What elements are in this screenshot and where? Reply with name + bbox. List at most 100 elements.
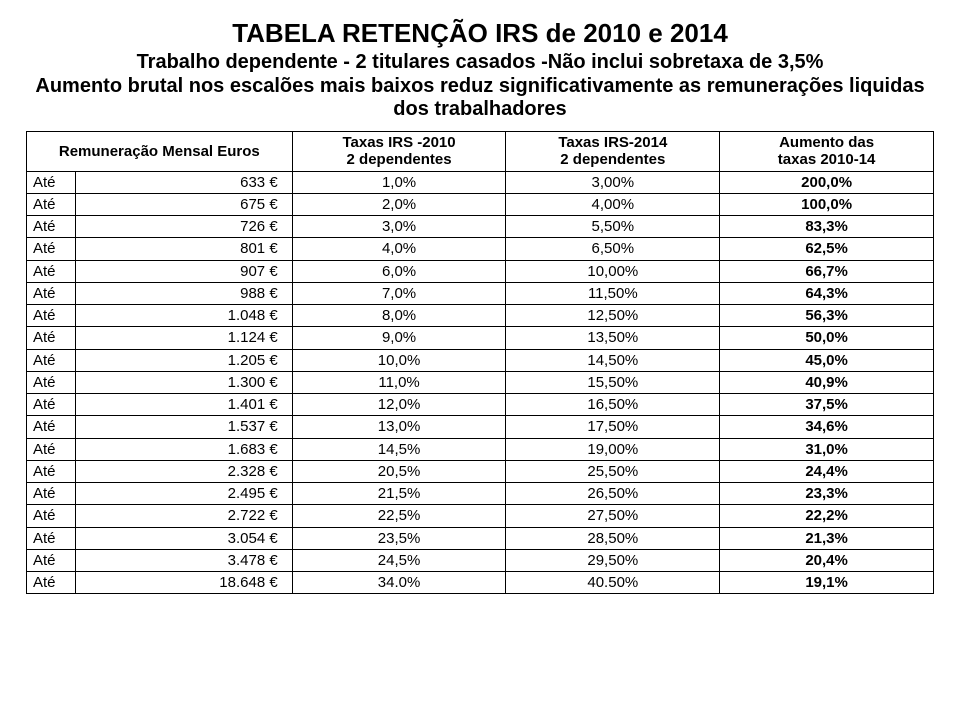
row-increase: 200,0%	[720, 171, 934, 193]
table-row: Até1.401 €12,0%16,50%37,5%	[27, 394, 934, 416]
table-row: Até1.537 €13,0%17,50%34,6%	[27, 416, 934, 438]
row-increase: 83,3%	[720, 216, 934, 238]
row-tax-2010: 12,0%	[292, 394, 506, 416]
col-taxas-2014: Taxas IRS-2014 2 dependentes	[506, 132, 720, 172]
row-amount: 1.205 €	[75, 349, 292, 371]
col-taxas-2010-line1: Taxas IRS -2010	[342, 134, 455, 151]
row-tax-2014: 4,00%	[506, 193, 720, 215]
table-row: Até1.683 €14,5%19,00%31,0%	[27, 438, 934, 460]
row-tax-2010: 20,5%	[292, 460, 506, 482]
col-taxas-2014-line1: Taxas IRS-2014	[558, 134, 667, 151]
page-title: TABELA RETENÇÃO IRS de 2010 e 2014	[26, 18, 934, 49]
row-increase: 64,3%	[720, 282, 934, 304]
row-label: Até	[27, 416, 76, 438]
row-increase: 66,7%	[720, 260, 934, 282]
row-increase: 34,6%	[720, 416, 934, 438]
table-row: Até2.722 €22,5%27,50%22,2%	[27, 505, 934, 527]
row-increase: 24,4%	[720, 460, 934, 482]
row-label: Até	[27, 216, 76, 238]
table-row: Até18.648 €34.0%40.50%19,1%	[27, 572, 934, 594]
row-increase: 31,0%	[720, 438, 934, 460]
row-tax-2014: 28,50%	[506, 527, 720, 549]
row-tax-2010: 34.0%	[292, 572, 506, 594]
row-tax-2014: 5,50%	[506, 216, 720, 238]
row-tax-2010: 22,5%	[292, 505, 506, 527]
row-tax-2010: 2,0%	[292, 193, 506, 215]
row-amount: 3.478 €	[75, 549, 292, 571]
subtitle-1: Trabalho dependente - 2 titulares casado…	[26, 51, 934, 74]
row-amount: 1.401 €	[75, 394, 292, 416]
row-amount: 2.722 €	[75, 505, 292, 527]
table-row: Até988 €7,0%11,50%64,3%	[27, 282, 934, 304]
row-label: Até	[27, 349, 76, 371]
table-row: Até907 €6,0%10,00%66,7%	[27, 260, 934, 282]
row-tax-2014: 16,50%	[506, 394, 720, 416]
row-label: Até	[27, 238, 76, 260]
row-label: Até	[27, 527, 76, 549]
row-amount: 633 €	[75, 171, 292, 193]
row-tax-2014: 3,00%	[506, 171, 720, 193]
row-amount: 2.328 €	[75, 460, 292, 482]
subtitle-2: Aumento brutal nos escalões mais baixos …	[26, 75, 934, 121]
row-amount: 726 €	[75, 216, 292, 238]
row-increase: 62,5%	[720, 238, 934, 260]
row-amount: 675 €	[75, 193, 292, 215]
row-tax-2014: 26,50%	[506, 483, 720, 505]
row-label: Até	[27, 394, 76, 416]
row-label: Até	[27, 260, 76, 282]
table-row: Até1.300 €11,0%15,50%40,9%	[27, 371, 934, 393]
row-tax-2010: 6,0%	[292, 260, 506, 282]
row-amount: 907 €	[75, 260, 292, 282]
row-increase: 23,3%	[720, 483, 934, 505]
table-row: Até1.048 €8,0%12,50%56,3%	[27, 305, 934, 327]
row-tax-2014: 10,00%	[506, 260, 720, 282]
table-header-row: Remuneração Mensal Euros Taxas IRS -2010…	[27, 132, 934, 172]
row-tax-2010: 3,0%	[292, 216, 506, 238]
row-tax-2010: 24,5%	[292, 549, 506, 571]
row-amount: 988 €	[75, 282, 292, 304]
row-tax-2014: 6,50%	[506, 238, 720, 260]
irs-table: Remuneração Mensal Euros Taxas IRS -2010…	[26, 131, 934, 594]
col-taxas-2014-line2: 2 dependentes	[560, 151, 665, 168]
table-row: Até3.054 €23,5%28,50%21,3%	[27, 527, 934, 549]
table-row: Até2.495 €21,5%26,50%23,3%	[27, 483, 934, 505]
row-tax-2014: 17,50%	[506, 416, 720, 438]
row-label: Até	[27, 438, 76, 460]
table-row: Até801 €4,0%6,50%62,5%	[27, 238, 934, 260]
row-tax-2010: 11,0%	[292, 371, 506, 393]
row-label: Até	[27, 171, 76, 193]
row-increase: 21,3%	[720, 527, 934, 549]
row-amount: 3.054 €	[75, 527, 292, 549]
table-row: Até1.205 €10,0%14,50%45,0%	[27, 349, 934, 371]
row-increase: 19,1%	[720, 572, 934, 594]
col-aumento-line2: taxas 2010-14	[778, 151, 876, 168]
row-tax-2010: 7,0%	[292, 282, 506, 304]
table-body: Até633 €1,0%3,00%200,0%Até675 €2,0%4,00%…	[27, 171, 934, 594]
row-tax-2014: 15,50%	[506, 371, 720, 393]
col-taxas-2010: Taxas IRS -2010 2 dependentes	[292, 132, 506, 172]
row-tax-2010: 14,5%	[292, 438, 506, 460]
row-label: Até	[27, 371, 76, 393]
row-increase: 56,3%	[720, 305, 934, 327]
row-amount: 18.648 €	[75, 572, 292, 594]
row-increase: 37,5%	[720, 394, 934, 416]
row-label: Até	[27, 572, 76, 594]
col-taxas-2010-line2: 2 dependentes	[347, 151, 452, 168]
col-remuneracao: Remuneração Mensal Euros	[27, 132, 293, 172]
row-tax-2014: 11,50%	[506, 282, 720, 304]
row-increase: 40,9%	[720, 371, 934, 393]
row-tax-2010: 10,0%	[292, 349, 506, 371]
row-increase: 100,0%	[720, 193, 934, 215]
row-amount: 2.495 €	[75, 483, 292, 505]
row-amount: 1.537 €	[75, 416, 292, 438]
row-increase: 20,4%	[720, 549, 934, 571]
row-tax-2014: 25,50%	[506, 460, 720, 482]
table-row: Até3.478 €24,5%29,50%20,4%	[27, 549, 934, 571]
row-tax-2014: 12,50%	[506, 305, 720, 327]
col-aumento-line1: Aumento das	[779, 134, 874, 151]
row-amount: 1.124 €	[75, 327, 292, 349]
table-row: Até2.328 €20,5%25,50%24,4%	[27, 460, 934, 482]
row-label: Até	[27, 460, 76, 482]
row-increase: 22,2%	[720, 505, 934, 527]
row-tax-2014: 29,50%	[506, 549, 720, 571]
